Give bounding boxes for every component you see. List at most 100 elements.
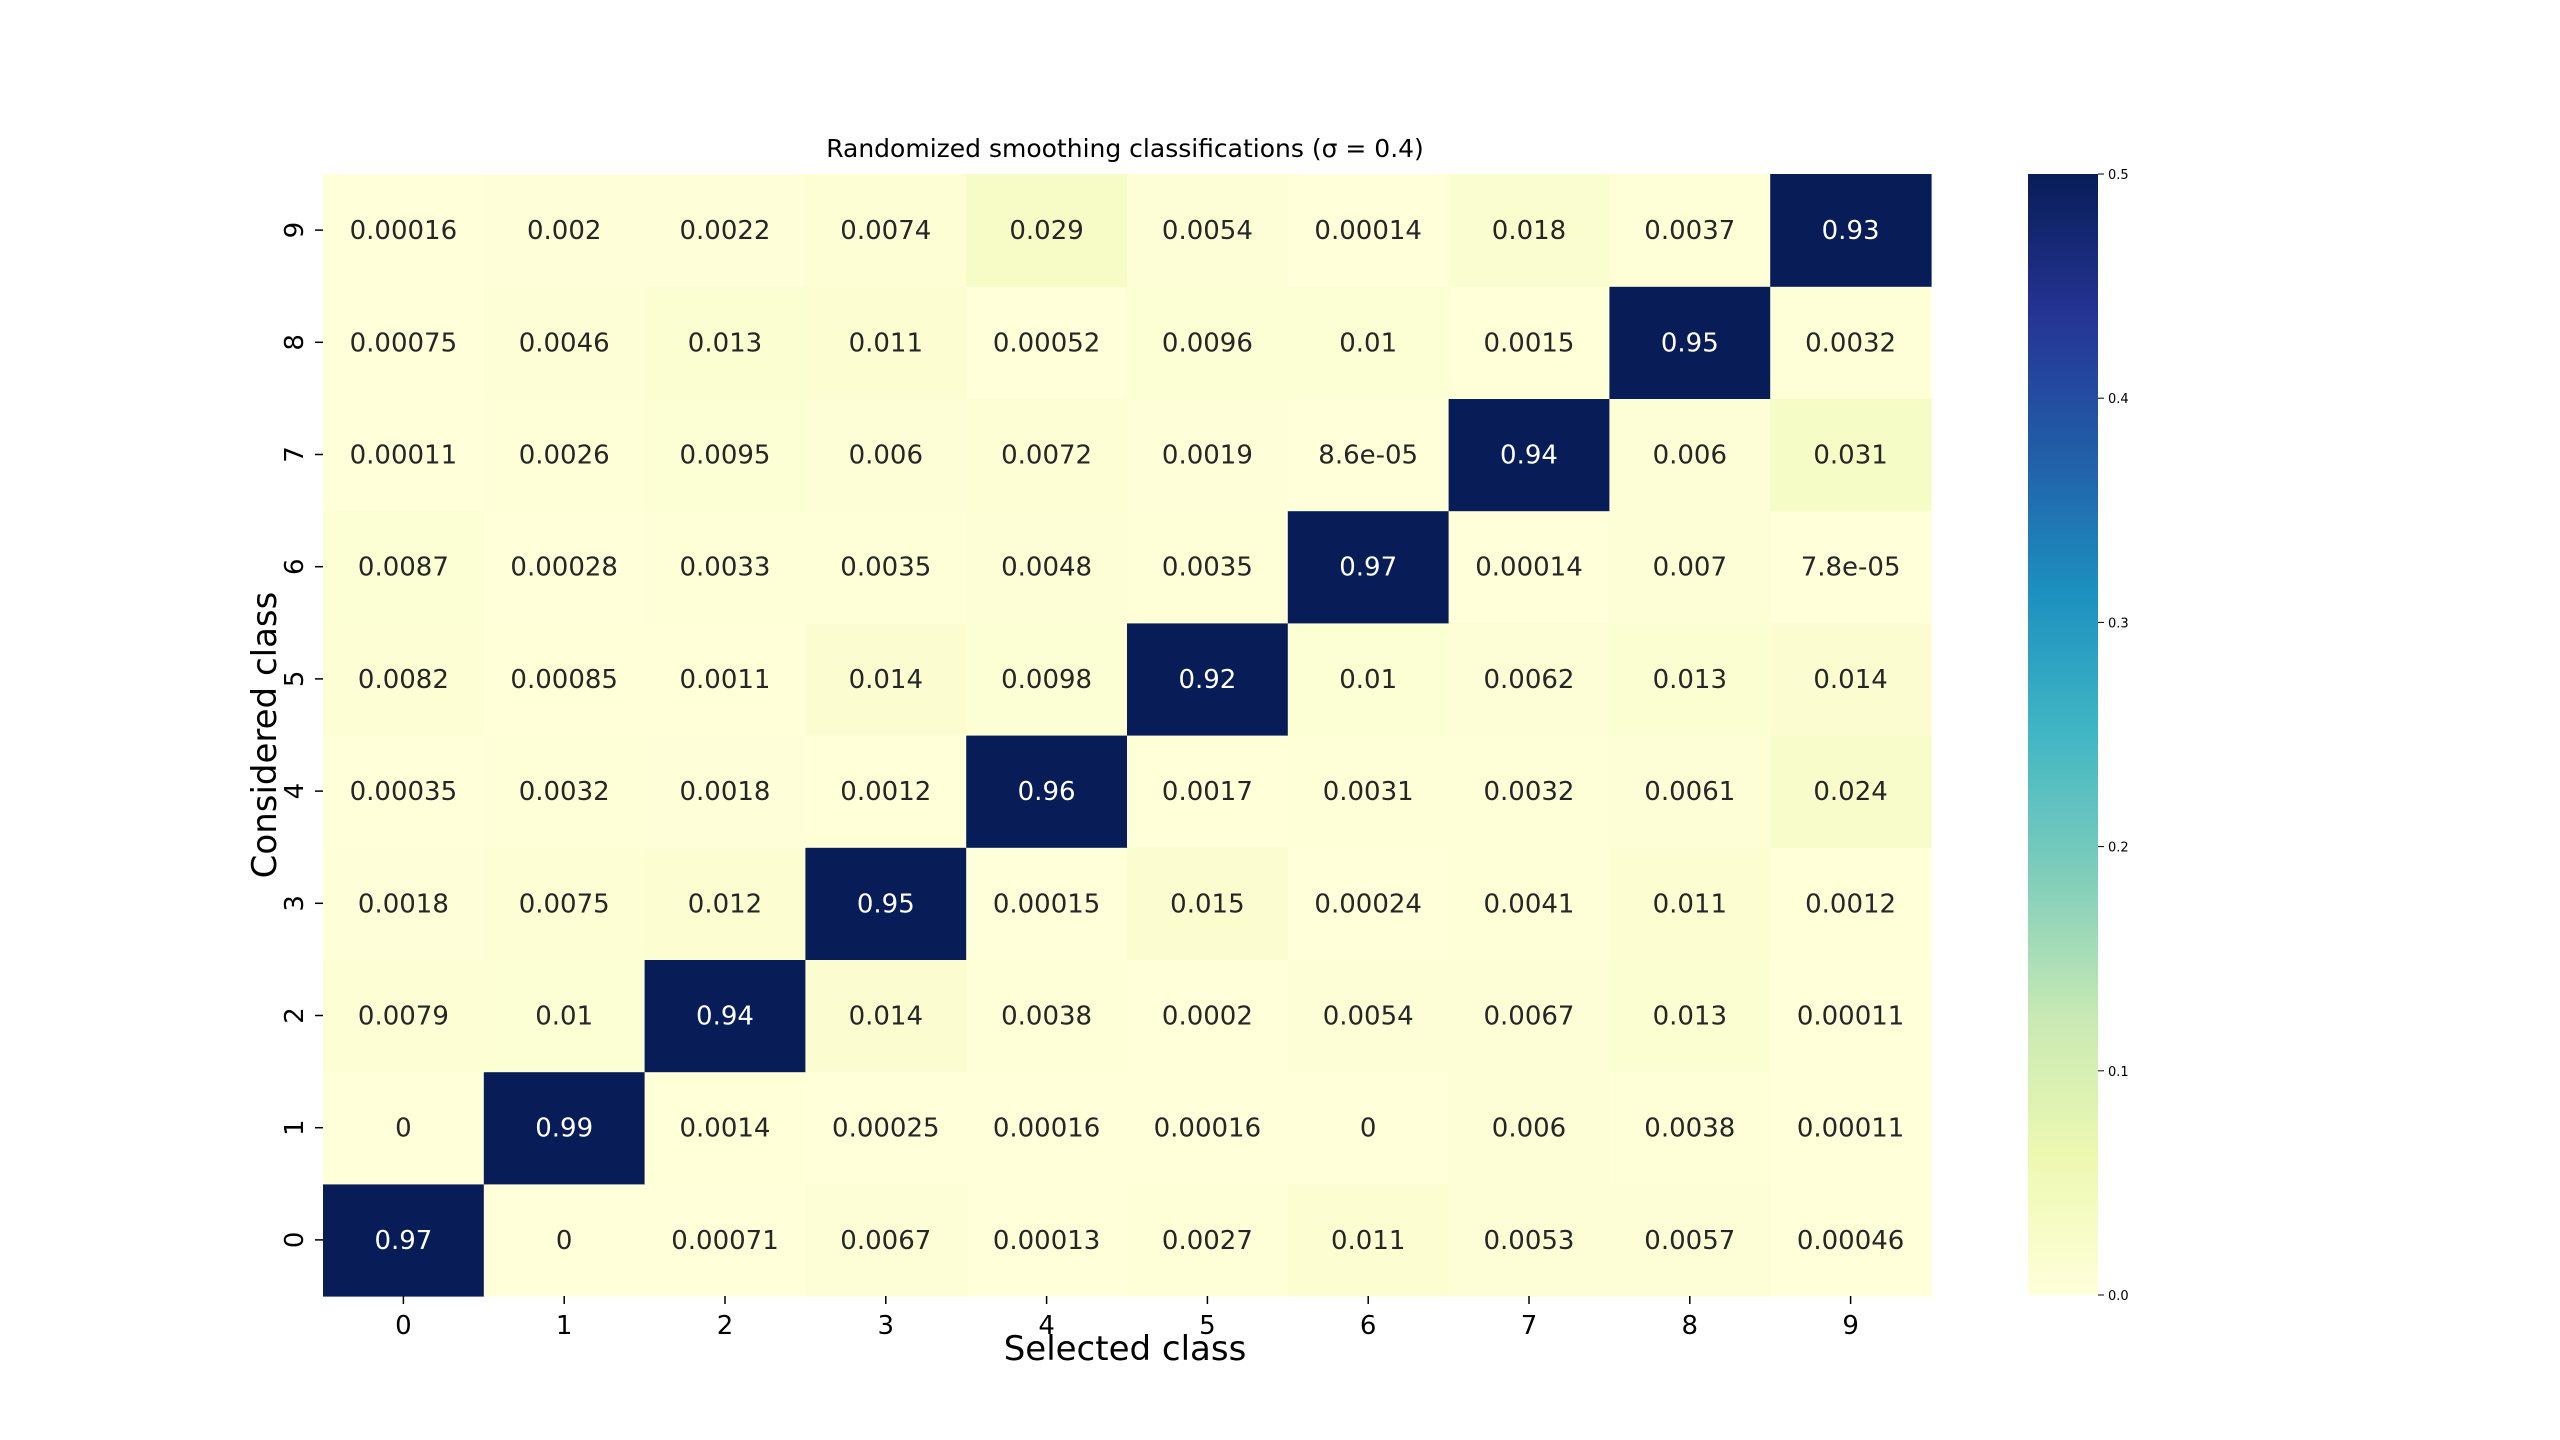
heatmap-cell-label: 0.0019 bbox=[1162, 441, 1253, 471]
heatmap-cell-9-7 bbox=[1448, 174, 1610, 287]
heatmap-cell-label: 0.013 bbox=[1653, 1002, 1727, 1032]
heatmap-cell-label: 0.0035 bbox=[840, 553, 931, 583]
heatmap-cell-label: 0.97 bbox=[374, 1226, 432, 1256]
heatmap-cell-0-9 bbox=[1770, 1183, 1932, 1297]
heatmap-cell-label: 0.0067 bbox=[1484, 1002, 1575, 1032]
heatmap-cell-label: 0.96 bbox=[1018, 777, 1076, 807]
heatmap-cell-label: 0.013 bbox=[1653, 665, 1727, 695]
heatmap-cell-9-3 bbox=[805, 174, 967, 287]
y-tick-label: 3 bbox=[280, 895, 310, 912]
heatmap-cell-label: 0.99 bbox=[535, 1114, 593, 1144]
heatmap-cell-8-1 bbox=[483, 286, 646, 399]
heatmap-cell-1-0 bbox=[323, 1071, 485, 1185]
heatmap-cell-8-4 bbox=[966, 286, 1128, 399]
heatmap-cell-6-0 bbox=[323, 510, 485, 624]
heatmap-cell-label: 0.0012 bbox=[840, 777, 931, 807]
heatmap-cell-6-3 bbox=[805, 510, 967, 624]
heatmap-cells: 0.97 0 0.00071 0.0067 0.00013 0.0027 0.011 0.00… bbox=[323, 174, 1932, 1297]
heatmap-cell-4-6 bbox=[1287, 735, 1450, 848]
heatmap-cell-8-9 bbox=[1770, 286, 1932, 399]
heatmap-cell-label: 8.6e-05 bbox=[1318, 441, 1418, 471]
heatmap-cell-label: 0.007 bbox=[1653, 553, 1727, 583]
heatmap-cell-7-0 bbox=[323, 398, 485, 512]
heatmap-cell-label: 0.97 bbox=[1339, 553, 1397, 583]
y-tick-label: 9 bbox=[280, 222, 310, 239]
heatmap-cell-4-4 bbox=[966, 735, 1128, 848]
heatmap-cell-7-4 bbox=[966, 398, 1128, 512]
heatmap-cell-label: 0.00024 bbox=[1314, 889, 1422, 919]
heatmap-cell-6-6 bbox=[1287, 510, 1450, 624]
heatmap-cell-label: 0.01 bbox=[1339, 665, 1397, 695]
heatmap-cell-8-0 bbox=[323, 286, 485, 399]
heatmap-cell-label: 0.0079 bbox=[358, 1002, 449, 1032]
heatmap-cell-5-5 bbox=[1127, 622, 1289, 736]
heatmap-cell-label: 0.0015 bbox=[1484, 328, 1575, 358]
heatmap-cell-label: 0.00075 bbox=[350, 328, 458, 358]
heatmap-cell-label: 0.0054 bbox=[1323, 1002, 1414, 1032]
heatmap-cell-8-7 bbox=[1448, 286, 1610, 399]
heatmap-cell-2-5 bbox=[1127, 959, 1289, 1073]
colorbar-tick-label: 0.0 bbox=[2108, 1289, 2129, 1304]
y-tick-label: 2 bbox=[280, 1007, 310, 1024]
heatmap-cell-label: 0.006 bbox=[1492, 1114, 1566, 1144]
heatmap-cell-label: 0.0027 bbox=[1162, 1226, 1253, 1256]
heatmap-cell-8-6 bbox=[1287, 286, 1450, 399]
heatmap-cell-label: 0.00025 bbox=[832, 1114, 940, 1144]
y-axis-ticks: 0 1 2 3 4 5 6 7 8 9 bbox=[280, 222, 323, 1248]
heatmap-cell-label: 0.00028 bbox=[510, 553, 618, 583]
heatmap-cell-1-9 bbox=[1770, 1071, 1932, 1185]
heatmap-cell-0-2 bbox=[644, 1183, 806, 1297]
heatmap-cell-label: 0.0087 bbox=[358, 553, 449, 583]
heatmap-cell-6-8 bbox=[1609, 510, 1771, 624]
heatmap-cell-6-5 bbox=[1127, 510, 1289, 624]
heatmap-cell-label: 0.00011 bbox=[1797, 1002, 1905, 1032]
heatmap-cell-label: 0.94 bbox=[696, 1002, 754, 1032]
heatmap-cell-3-9 bbox=[1770, 847, 1932, 960]
heatmap-cell-9-1 bbox=[483, 174, 646, 287]
heatmap-cell-label: 0.0057 bbox=[1644, 1226, 1735, 1256]
heatmap-cell-label: 0.95 bbox=[1661, 328, 1719, 358]
heatmap-cell-5-1 bbox=[483, 622, 646, 736]
heatmap-cell-label: 0.014 bbox=[849, 665, 923, 695]
heatmap-cell-2-4 bbox=[966, 959, 1128, 1073]
heatmap-cell-9-9 bbox=[1770, 174, 1932, 287]
heatmap-cell-label: 0.0033 bbox=[680, 553, 771, 583]
heatmap-cell-label: 0.0011 bbox=[680, 665, 771, 695]
heatmap-cell-label: 0.0031 bbox=[1323, 777, 1414, 807]
heatmap-cell-5-9 bbox=[1770, 622, 1932, 736]
heatmap-cell-label: 0.00016 bbox=[1154, 1114, 1262, 1144]
heatmap-cell-3-7 bbox=[1448, 847, 1610, 960]
heatmap-cell-0-4 bbox=[966, 1183, 1128, 1297]
x-tick-label: 1 bbox=[556, 1311, 573, 1341]
heatmap-cell-4-5 bbox=[1127, 735, 1289, 848]
y-tick-label: 4 bbox=[280, 783, 310, 800]
x-tick-label: 0 bbox=[395, 1311, 412, 1341]
heatmap-cell-label: 0.00085 bbox=[510, 665, 618, 695]
heatmap-cell-label: 0.0032 bbox=[1484, 777, 1575, 807]
heatmap-cell-9-0 bbox=[323, 174, 485, 287]
heatmap-cell-2-6 bbox=[1287, 959, 1450, 1073]
heatmap-cell-label: 0.0038 bbox=[1644, 1114, 1735, 1144]
heatmap-cell-label: 0.00013 bbox=[993, 1226, 1101, 1256]
heatmap-cell-6-1 bbox=[483, 510, 646, 624]
heatmap-cell-1-5 bbox=[1127, 1071, 1289, 1185]
heatmap-cell-5-4 bbox=[966, 622, 1128, 736]
heatmap-cell-label: 0 bbox=[556, 1226, 573, 1256]
x-tick-label: 6 bbox=[1360, 1311, 1377, 1341]
colorbar-tick-label: 0.3 bbox=[2108, 616, 2129, 631]
heatmap-cell-label: 0.00015 bbox=[993, 889, 1101, 919]
heatmap-cell-3-3 bbox=[805, 847, 967, 960]
heatmap-cell-label: 0.0002 bbox=[1162, 1002, 1253, 1032]
heatmap-cell-9-6 bbox=[1287, 174, 1450, 287]
heatmap-cell-label: 0.00035 bbox=[350, 777, 458, 807]
heatmap-cell-1-6 bbox=[1287, 1071, 1450, 1185]
heatmap-cell-6-9 bbox=[1770, 510, 1932, 624]
heatmap-cell-0-0 bbox=[323, 1183, 485, 1297]
heatmap-cell-label: 0 bbox=[1360, 1114, 1377, 1144]
heatmap-cell-9-5 bbox=[1127, 174, 1289, 287]
heatmap-cell-8-3 bbox=[805, 286, 967, 399]
heatmap-cell-8-2 bbox=[644, 286, 806, 399]
y-tick-label: 6 bbox=[280, 558, 310, 575]
heatmap-cell-label: 0.00016 bbox=[993, 1114, 1101, 1144]
